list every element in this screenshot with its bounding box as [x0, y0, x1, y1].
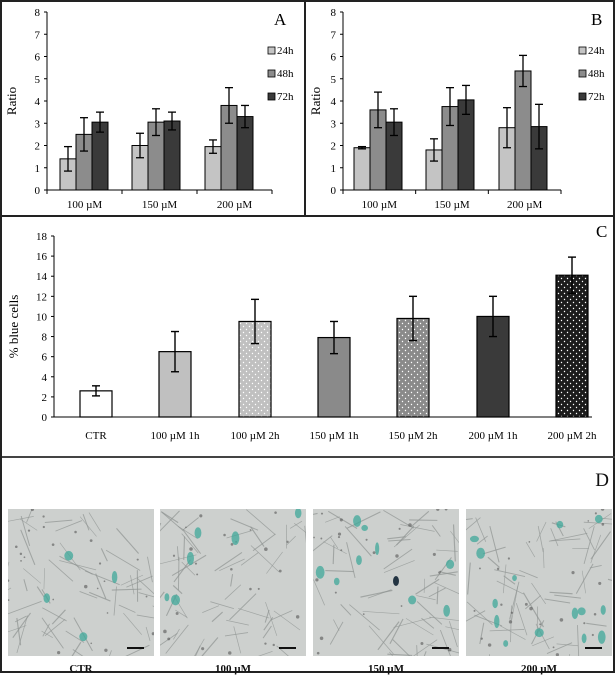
y-tick-label: 2 — [35, 141, 41, 153]
y-tick-label: 1 — [331, 163, 337, 175]
bar — [556, 275, 588, 417]
x-tick-label: 100 µM — [362, 199, 398, 211]
y-tick-label: 10 — [36, 311, 48, 323]
legend-item-48h: 48h — [579, 68, 605, 80]
legend-item-24h: 24h — [268, 45, 294, 57]
micrograph-image — [466, 509, 612, 656]
x-tick-label: 150 µM 2h — [388, 430, 438, 442]
chart-a: 0 1 2 3 4 5 6 7 8 100 µM 150 µM 200 µM Ratio 24h 48h 72… — [2, 2, 305, 216]
y-tick-label: 5 — [35, 74, 41, 86]
y-tick-label: 8 — [35, 7, 41, 19]
y-tick-label: 2 — [331, 141, 337, 153]
legend-item-24h: 24h — [579, 45, 605, 57]
y-tick-label: 7 — [35, 29, 41, 41]
y-tick-label: 16 — [36, 251, 48, 263]
y-tick-label: 1 — [35, 163, 41, 175]
panel-c: 0 2 4 6 8 10 12 14 16 18 % blue cells CTR 100 µM 1h 1… — [2, 217, 615, 457]
y-tick-label: 3 — [35, 118, 41, 130]
panel-letter-d: D — [595, 470, 609, 492]
x-tick-label: CTR — [85, 430, 107, 442]
micrograph-image — [313, 509, 459, 656]
panel-letter-b: B — [591, 10, 602, 29]
svg-text:72h: 72h — [277, 91, 294, 103]
panel-letter-a: A — [274, 10, 287, 29]
micrograph-ctr — [8, 509, 154, 656]
y-tick-label: 14 — [36, 271, 48, 283]
micrograph-label: 100 µM — [160, 663, 306, 675]
x-tick-label: 200 µM — [217, 199, 253, 211]
y-tick-label: 5 — [331, 74, 337, 86]
x-tick-label: 200 µM — [507, 199, 543, 211]
chart-c: 0 2 4 6 8 10 12 14 16 18 % blue cells CTR 100 µM 1h 1… — [2, 217, 615, 457]
panel-letter-c: C — [596, 222, 607, 241]
y-axis-label: % blue cells — [6, 295, 21, 359]
y-tick-label: 4 — [35, 96, 41, 108]
y-tick-label: 6 — [42, 352, 48, 364]
y-tick-label: 0 — [331, 185, 337, 197]
micrograph-label: CTR — [8, 663, 154, 675]
legend-item-72h: 72h — [579, 91, 605, 103]
x-tick-label: 200 µM 2h — [547, 430, 597, 442]
y-tick-label: 3 — [331, 118, 337, 130]
micrograph-image — [160, 509, 306, 656]
y-tick-label: 18 — [36, 231, 48, 243]
y-tick-label: 4 — [42, 372, 48, 384]
y-axis-label: Ratio — [308, 87, 323, 115]
bar — [515, 71, 531, 190]
panel-b: 0 1 2 3 4 5 6 7 8 100 µM 150 µM 200 µM Ratio 24h 48h 72… — [306, 2, 615, 216]
y-axis-label: Ratio — [4, 87, 19, 115]
y-tick-label: 0 — [35, 185, 41, 197]
x-tick-label: 100 µM 1h — [150, 430, 200, 442]
y-tick-label: 8 — [42, 332, 48, 344]
bar — [164, 121, 180, 190]
bar — [354, 148, 370, 190]
x-tick-label: 150 µM — [434, 199, 470, 211]
x-tick-label: 100 µM — [67, 199, 103, 211]
y-tick-label: 4 — [331, 96, 337, 108]
y-tick-label: 2 — [42, 392, 48, 404]
svg-text:24h: 24h — [277, 45, 294, 57]
legend-item-48h: 48h — [268, 68, 294, 80]
x-tick-label: 150 µM 1h — [309, 430, 359, 442]
panel-a: 0 1 2 3 4 5 6 7 8 100 µM 150 µM 200 µM Ratio 24h 48h 72… — [2, 2, 305, 216]
micrograph-label: 200 µM — [466, 663, 612, 675]
y-tick-label: 7 — [331, 29, 337, 41]
svg-text:48h: 48h — [588, 68, 605, 80]
scale-bar — [432, 647, 449, 649]
x-tick-label: 200 µM 1h — [468, 430, 518, 442]
micrograph-image — [8, 509, 154, 656]
micrograph-label: 150 µM — [313, 663, 459, 675]
svg-text:48h: 48h — [277, 68, 294, 80]
y-tick-label: 12 — [36, 291, 47, 303]
y-tick-label: 6 — [331, 52, 337, 64]
y-tick-label: 8 — [331, 7, 337, 19]
micrograph-200um — [466, 509, 612, 656]
x-tick-label: 150 µM — [142, 199, 178, 211]
svg-text:72h: 72h — [588, 91, 605, 103]
x-tick-label: 100 µM 2h — [230, 430, 280, 442]
micrograph-100um — [160, 509, 306, 656]
chart-b: 0 1 2 3 4 5 6 7 8 100 µM 150 µM 200 µM Ratio 24h 48h 72… — [306, 2, 615, 216]
scale-bar — [585, 647, 602, 649]
legend-item-72h: 72h — [268, 91, 294, 103]
y-tick-label: 6 — [35, 52, 41, 64]
micrograph-150um — [313, 509, 459, 656]
scale-bar — [127, 647, 144, 649]
panel-d: D CTR 100 µM 150 µM 200 µM — [2, 458, 615, 673]
y-tick-label: 0 — [42, 412, 48, 424]
svg-text:24h: 24h — [588, 45, 605, 57]
scale-bar — [279, 647, 296, 649]
